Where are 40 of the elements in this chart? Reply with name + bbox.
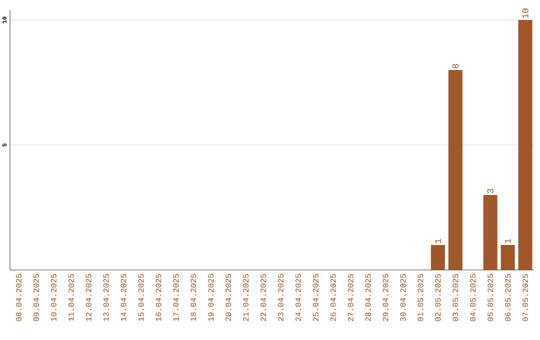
data-label: 8	[452, 64, 458, 68]
x-tick-label: 01.05.2025	[418, 274, 424, 322]
x-tick-label: 19.04.2025	[208, 274, 214, 321]
x-tick-label: 20.04.2025	[226, 274, 232, 321]
x-tick-label: 27.04.2025	[348, 274, 354, 321]
x-tick-label: 14.04.2025	[120, 274, 126, 321]
bar	[483, 195, 498, 270]
bar	[448, 70, 462, 270]
x-tick-label: 30.04.2025	[400, 274, 406, 322]
x-tick-label: 05.05.2025	[488, 274, 494, 322]
bar	[430, 245, 445, 270]
x-tick-label: 10.04.2025	[50, 274, 56, 321]
x-tick-label: 11.04.2025	[68, 274, 74, 321]
x-tick-label: 22.04.2025	[260, 274, 266, 321]
x-tick-label: 12.04.2025	[86, 274, 92, 321]
x-tick-label: 09.04.2025	[33, 274, 39, 322]
x-tick-label: 16.04.2025	[156, 274, 162, 321]
x-tick-label: 21.04.2025	[243, 274, 249, 321]
x-tick-label: 03.05.2025	[452, 274, 458, 322]
x-tick-label: 17.04.2025	[173, 274, 179, 321]
bar	[518, 20, 532, 270]
data-label: 3	[487, 188, 494, 194]
data-label: 10	[522, 8, 528, 18]
x-tick-label: 15.04.2025	[138, 274, 144, 321]
x-tick-label: 29.04.2025	[382, 274, 388, 321]
x-tick-label: 28.04.2025	[365, 274, 371, 321]
x-tick-label: 07.05.2025	[522, 274, 528, 322]
x-tick-label: 18.04.2025	[190, 274, 196, 321]
x-tick-label: 23.04.2025	[278, 274, 284, 321]
x-tick-label: 06.05.2025	[505, 274, 511, 322]
x-tick-label: 08.04.2025	[16, 274, 22, 322]
x-tick-label: 26.04.2025	[330, 274, 336, 321]
bar	[500, 245, 515, 270]
data-label: 1	[504, 238, 511, 244]
x-tick-label: 13.04.2025	[103, 274, 109, 321]
x-tick-label: 24.04.2025	[295, 274, 301, 321]
x-tick-label: 02.05.2025	[435, 274, 441, 322]
x-tick-label: 04.05.2025	[470, 274, 476, 322]
data-label: 1	[434, 238, 441, 244]
x-tick-label: 25.04.2025	[312, 274, 318, 321]
